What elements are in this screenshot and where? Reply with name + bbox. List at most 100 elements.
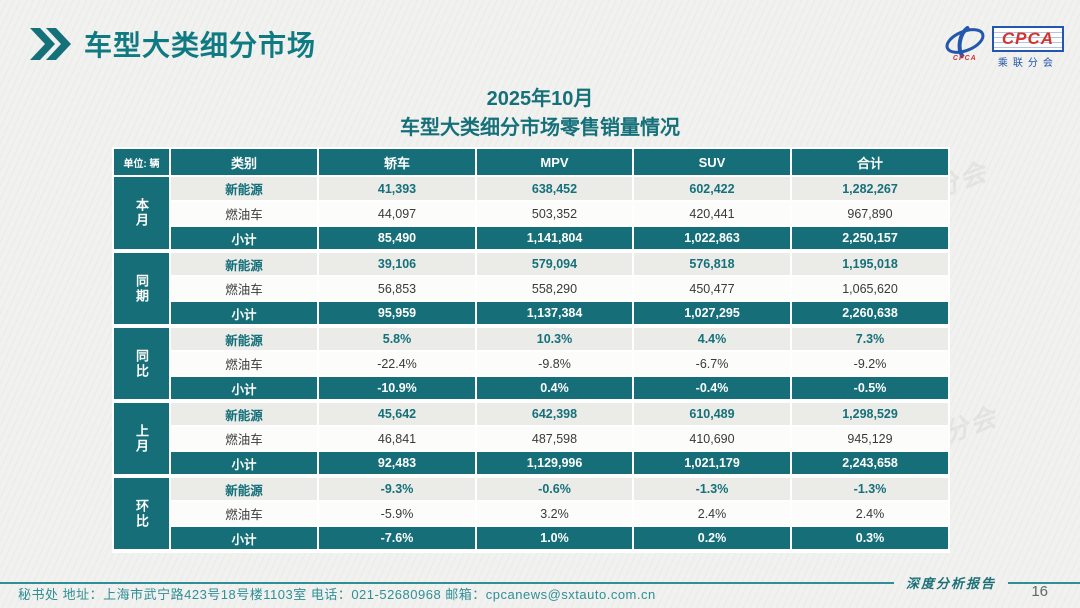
row-group-label: 环比 (112, 475, 171, 553)
category-cell: 新能源 (169, 250, 319, 277)
table-cell: 85,490 (317, 225, 477, 253)
group-huanbi: 环比 新能源 -9.3% -0.6% -1.3% -1.3% 燃油车 -5.9%… (112, 475, 950, 553)
table-cell: 638,452 (475, 175, 634, 202)
table-cell: -9.3% (317, 475, 477, 502)
table-cell: 503,352 (475, 200, 634, 227)
footer-divider-line (0, 581, 894, 584)
table-cell: 0.4% (475, 375, 634, 403)
table-cell: 576,818 (632, 250, 792, 277)
table-cell: 1.0% (475, 525, 634, 553)
table-cell: 1,195,018 (790, 250, 950, 277)
slide-header: 车型大类细分市场 (30, 24, 316, 64)
table-cell: 602,422 (632, 175, 792, 202)
table-cell: 4.4% (632, 325, 792, 352)
group-tongqi: 同期 新能源 39,106 579,094 576,818 1,195,018 … (112, 250, 950, 328)
table-cell: 92,483 (317, 450, 477, 478)
table-cell: -6.7% (632, 350, 792, 377)
table-cell: 2,243,658 (790, 450, 950, 478)
table-title-line2: 车型大类细分市场零售销量情况 (400, 117, 680, 139)
table-row: 燃油车 44,097 503,352 420,441 967,890 (113, 200, 950, 227)
table-cell: -9.2% (790, 350, 950, 377)
table-cell: 450,477 (632, 275, 792, 302)
table-cell: 2,260,638 (790, 300, 950, 328)
row-group-label: 同比 (112, 325, 171, 403)
table-cell: 610,489 (632, 400, 792, 427)
cpca-chinese-name: 乘联分会 (997, 58, 1058, 69)
table-row: 环比 新能源 -9.3% -0.6% -1.3% -1.3% (112, 475, 950, 553)
table-cell: 1,022,863 (632, 225, 792, 253)
category-cell: 燃油车 (169, 500, 319, 527)
table-cell: 2.4% (790, 500, 950, 527)
table-title: 2025年10月 车型大类细分市场零售销量情况 (0, 85, 1080, 143)
table-row: 燃油车 -22.4% -9.8% -6.7% -9.2% (113, 350, 950, 377)
table-cell: 1,129,996 (475, 450, 634, 478)
table-row: 燃油车 46,841 487,598 410,690 945,129 (113, 425, 950, 452)
table-cell: 0.3% (790, 525, 950, 553)
column-header: SUV (632, 147, 792, 177)
page-number: 16 (1031, 583, 1048, 600)
table-cell: 5.8% (317, 325, 477, 352)
cpca-swirl: CPCA (942, 26, 988, 62)
table-cell: 2,250,157 (790, 225, 950, 253)
page-title: 车型大类细分市场 (84, 30, 317, 61)
table-row: 小计 95,959 1,137,384 1,027,295 2,260,638 (113, 300, 950, 328)
cpca-logo: CPCA CPCA 乘联分会 (942, 26, 1064, 69)
column-header: MPV (475, 147, 634, 177)
table-cell: 1,137,384 (475, 300, 634, 328)
table-cell: 945,129 (790, 425, 950, 452)
contact-info: 秘书处 地址：上海市武宁路423号18号楼1103室 电话：021-526809… (18, 587, 656, 602)
cpca-swirl-icon (945, 26, 985, 58)
table-cell: 558,290 (475, 275, 634, 302)
cpca-swirl-label: CPCA (952, 55, 977, 62)
table-cell: -1.3% (790, 475, 950, 502)
table-row: 本月 新能源 41,393 638,452 602,422 1,282,267 (112, 175, 950, 253)
group-shangyue: 上月 新能源 45,642 642,398 610,489 1,298,529 … (112, 400, 950, 478)
category-cell: 新能源 (169, 400, 319, 427)
category-cell: 小计 (169, 450, 319, 478)
column-header: 合计 (790, 147, 950, 177)
table-cell: -5.9% (317, 500, 477, 527)
table-row: 燃油车 -5.9% 3.2% 2.4% 2.4% (113, 500, 950, 527)
column-header: 轿车 (317, 147, 477, 177)
table-row: 同期 新能源 39,106 579,094 576,818 1,195,018 (112, 250, 950, 328)
table-cell: 1,298,529 (790, 400, 950, 427)
table-cell: 44,097 (317, 200, 477, 227)
row-group-label: 同期 (112, 250, 171, 328)
footer-divider: 深度分析报告 (0, 573, 1080, 592)
table-cell: -9.8% (475, 350, 634, 377)
category-cell: 燃油车 (169, 275, 319, 302)
table-cell: 45,642 (317, 400, 477, 427)
row-group-label: 上月 (112, 400, 171, 478)
table-cell: -0.5% (790, 375, 950, 403)
column-header: 类别 (169, 147, 319, 177)
table-cell: 487,598 (475, 425, 634, 452)
table-cell: 41,393 (317, 175, 477, 202)
category-cell: 燃油车 (169, 350, 319, 377)
category-cell: 新能源 (169, 325, 319, 352)
table-title-line1: 2025年10月 (486, 88, 594, 110)
table-row: 小计 92,483 1,129,996 1,021,179 2,243,658 (113, 450, 950, 478)
cpca-acronym: CPCA (991, 26, 1064, 52)
table-row: 燃油车 56,853 558,290 450,477 1,065,620 (113, 275, 950, 302)
category-cell: 燃油车 (169, 425, 319, 452)
row-group-label: 本月 (112, 175, 171, 253)
table-cell: 2.4% (632, 500, 792, 527)
table-cell: 1,065,620 (790, 275, 950, 302)
category-cell: 燃油车 (169, 200, 319, 227)
group-tongbi: 同比 新能源 5.8% 10.3% 4.4% 7.3% 燃油车 -22.4% -… (112, 325, 950, 403)
table-cell: 410,690 (632, 425, 792, 452)
table-cell: 642,398 (475, 400, 634, 427)
table-row: 小计 -10.9% 0.4% -0.4% -0.5% (113, 375, 950, 403)
group-benyue: 本月 新能源 41,393 638,452 602,422 1,282,267 … (112, 175, 950, 253)
footer-divider-line (1008, 581, 1080, 584)
table-cell: 10.3% (475, 325, 634, 352)
table-cell: 1,282,267 (790, 175, 950, 202)
table-cell: 3.2% (475, 500, 634, 527)
table-cell: -1.3% (632, 475, 792, 502)
table-cell: 95,959 (317, 300, 477, 328)
table-cell: -0.6% (475, 475, 634, 502)
table-cell: 46,841 (317, 425, 477, 452)
table-cell: -10.9% (317, 375, 477, 403)
table-cell: 420,441 (632, 200, 792, 227)
